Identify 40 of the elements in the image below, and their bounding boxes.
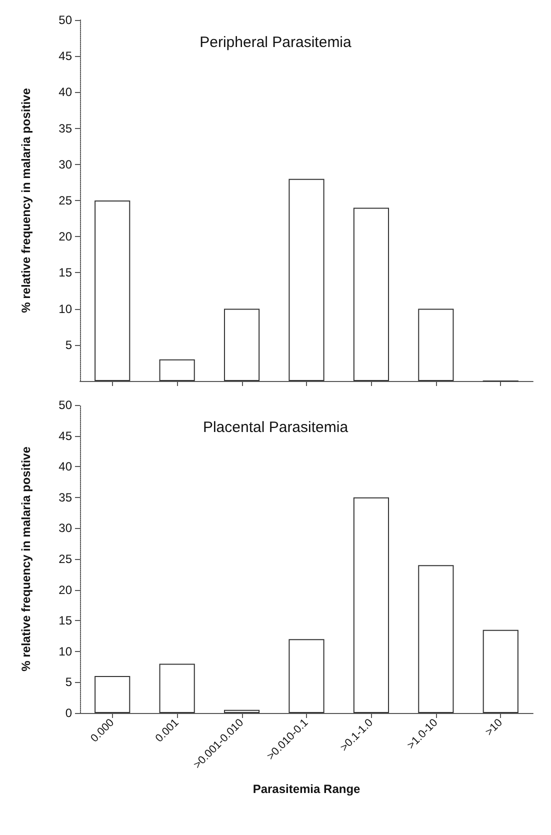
bar [94,200,130,381]
y-tick-label: 50 [58,13,72,27]
y-tick-label: 15 [58,614,72,628]
y-tick-label: 30 [58,521,72,536]
y-tick-label: 40 [58,85,72,100]
y-tick-label: 25 [58,552,72,566]
y-axis-title: % relative frequency in malaria positive [19,88,33,313]
y-tick-label: 10 [58,644,72,658]
y-axis-title: % relative frequency in malaria positive [19,446,33,672]
y-tick-label: 15 [58,266,72,280]
y-tick-label: 20 [58,230,72,244]
bar [288,639,324,713]
y-tick-label: 45 [58,428,72,443]
bar [288,178,324,381]
bar [353,497,390,713]
y-tick-label: 25 [58,194,72,208]
text: Placental Parasitemia [202,419,349,436]
y-tick-label: 45 [58,49,72,64]
bar [482,630,518,713]
y-tick-label: 5 [65,675,72,690]
y-tick-label: 35 [58,121,72,136]
y-tick-label: 50 [58,398,72,412]
text: Peripheral Parasitemia [200,34,352,51]
bar [353,208,390,381]
y-tick-label: 10 [58,302,72,316]
x-axis-title: Parasitemia Range [252,782,361,796]
bar [159,664,195,713]
bar [94,676,130,713]
y-tick-label: 5 [65,338,72,352]
x-tick-label: >10 [483,716,505,738]
bar [224,308,260,381]
y-tick-label: 35 [58,490,72,504]
bar [418,308,454,381]
bar [224,710,260,713]
y-tick-label: 30 [58,157,72,172]
bar [159,359,195,381]
y-tick-label: 40 [58,460,72,474]
y-tick-label: 0 [65,706,72,720]
y-tick-label: 20 [58,582,72,597]
bar [418,565,454,713]
